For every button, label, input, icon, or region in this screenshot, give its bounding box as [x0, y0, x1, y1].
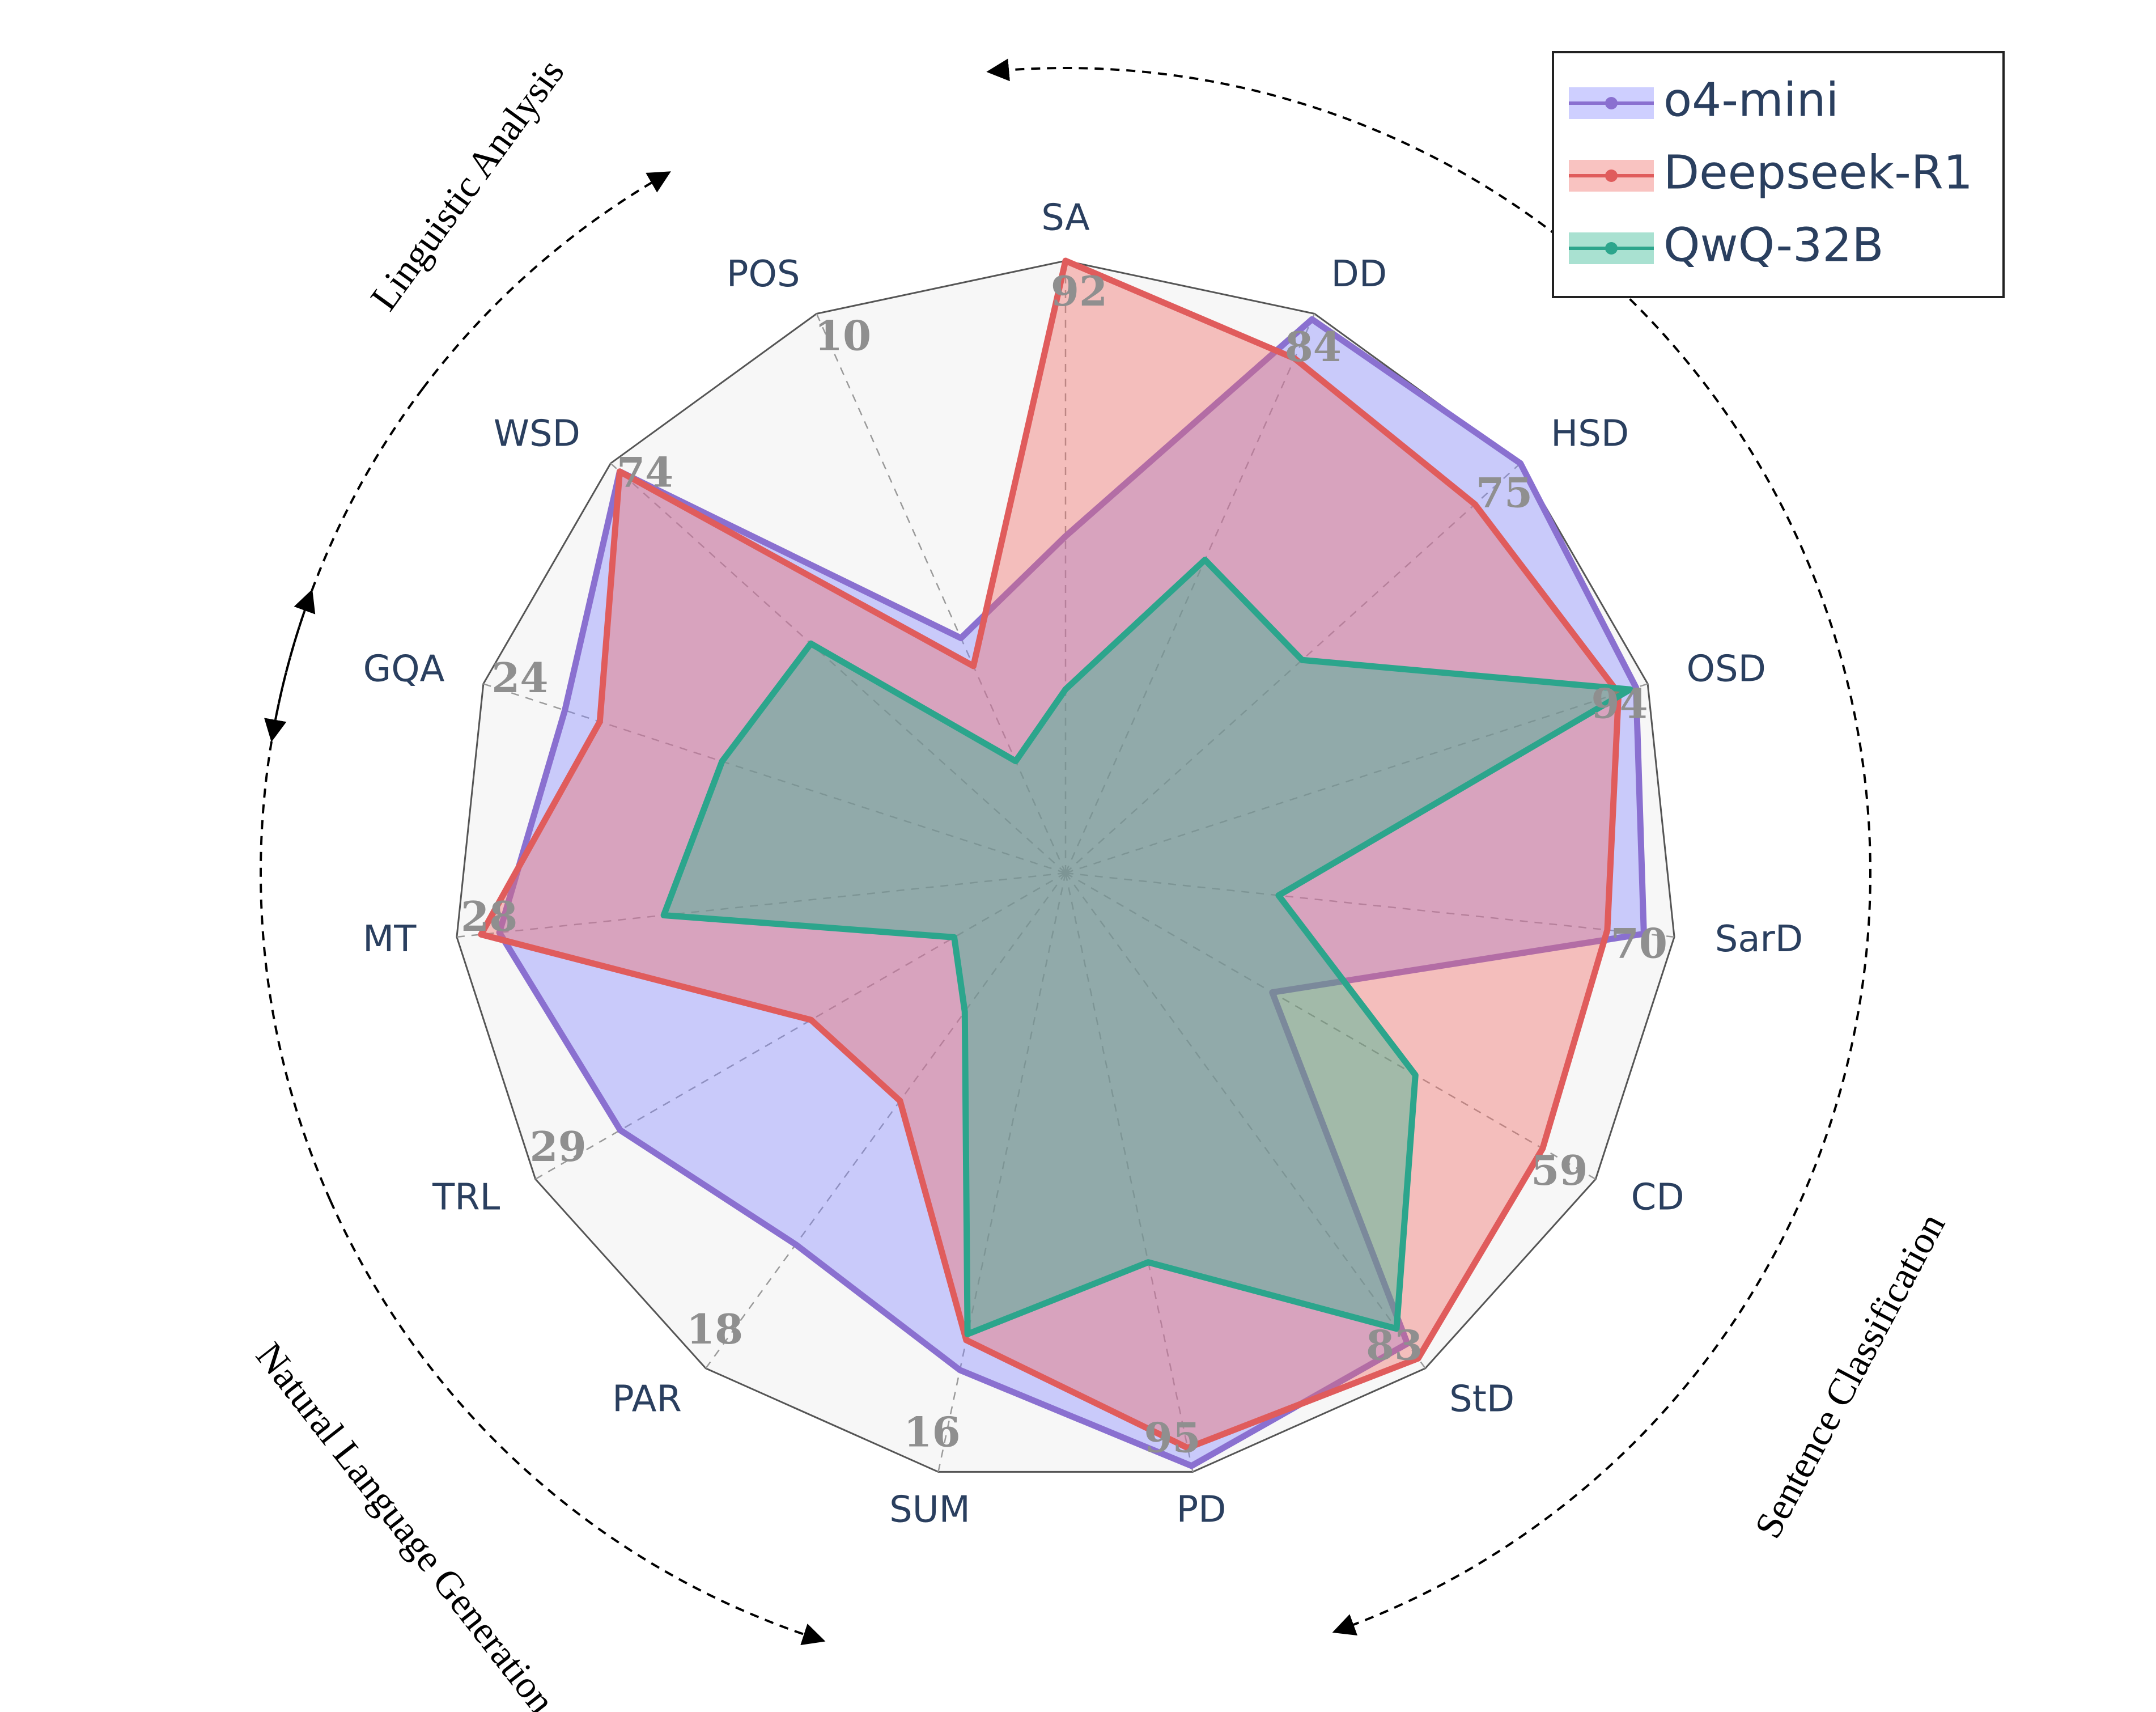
max-label-par: 18: [686, 1305, 743, 1353]
axis-label-cd: CD: [1631, 1177, 1684, 1219]
series-deepseek-r1: [478, 257, 1622, 1451]
axis-label-dd: DD: [1331, 253, 1387, 295]
arc-nlg-up: [260, 589, 332, 1201]
group-label-linguistic-analysis: Linguistic Analysis: [362, 51, 572, 318]
radar-grid: [456, 260, 1675, 1473]
arc-sentence-classification: [1332, 255, 1871, 1635]
max-label-mt: 28: [461, 892, 517, 940]
legend-label-o4-mini: o4-mini: [1663, 73, 1839, 127]
arc-nlg-down: [329, 1200, 826, 1646]
axis-label-osd: OSD: [1687, 649, 1766, 690]
axis-label-pos: POS: [727, 253, 800, 295]
series-line-o4-mini: [496, 316, 1647, 1469]
axis-label-par: PAR: [612, 1379, 682, 1421]
axis-label-pd: PD: [1177, 1489, 1226, 1531]
axis-label-mt: MT: [363, 918, 417, 960]
legend-label-deepseek-r1: Deepseek-R1: [1663, 146, 1973, 200]
arc-linguistic-up: [422, 171, 671, 389]
max-label-pos: 10: [814, 311, 871, 359]
group-label-natural-language-generation: Natural Language Generation: [248, 1334, 563, 1712]
max-label-gqa: 24: [491, 654, 548, 702]
legend-label-qwq-32b: QwQ-32B: [1663, 218, 1884, 272]
max-label-wsd: 74: [617, 448, 673, 497]
max-label-std: 83: [1366, 1321, 1423, 1369]
series-area-qwq-32b: [664, 560, 1631, 1334]
max-label-pd: 95: [1144, 1414, 1200, 1462]
axis-label-hsd: HSD: [1551, 413, 1629, 455]
group-label-sentence-classification: Sentence Classification: [1746, 1206, 1954, 1545]
max-label-hsd: 75: [1476, 468, 1533, 516]
arc-linguistic-down: [264, 388, 424, 743]
series-area-deepseek-r1: [481, 261, 1619, 1448]
axis-label-trl: TRL: [432, 1177, 500, 1219]
series-area-o4-mini: [499, 319, 1644, 1466]
legend-item-o4-mini: o4-mini: [1569, 73, 1839, 127]
series-line-qwq-32b: [660, 556, 1633, 1337]
axis-label-gqa: GQA: [363, 649, 445, 690]
max-label-sa: 92: [1051, 267, 1107, 315]
series-line-deepseek-r1: [478, 257, 1622, 1451]
max-label-sum: 16: [903, 1408, 960, 1456]
legend: o4-mini Deepseek-R1 QwQ-32B: [1552, 51, 2005, 298]
max-label-cd: 59: [1531, 1146, 1588, 1194]
max-label-dd: 84: [1285, 323, 1342, 371]
legend-marker-o4-mini: [1605, 97, 1618, 109]
axis-label-std: StD: [1449, 1379, 1514, 1421]
axis-label-sa: SA: [1041, 197, 1090, 239]
legend-item-deepseek-r1: Deepseek-R1: [1569, 146, 1973, 200]
legend-item-qwq-32b: QwQ-32B: [1569, 218, 1884, 272]
radar-labels: SA 92 DD 84 HSD 75 OSD 94 SarD 70 CD 59 StD 83 PD 95 SUM…: [363, 197, 1803, 1531]
legend-marker-deepseek-r1: [1605, 169, 1618, 182]
axis-label-sard: SarD: [1715, 918, 1803, 960]
max-label-sard: 70: [1611, 919, 1667, 967]
series-qwq-32b: [660, 556, 1633, 1337]
axis-label-sum: SUM: [889, 1489, 970, 1531]
max-label-trl: 29: [530, 1122, 587, 1171]
legend-marker-qwq-32b: [1605, 242, 1618, 255]
axis-label-wsd: WSD: [494, 413, 580, 455]
max-label-osd: 94: [1591, 680, 1648, 728]
radar-series: [478, 257, 1647, 1469]
series-o4-mini: [496, 316, 1647, 1469]
